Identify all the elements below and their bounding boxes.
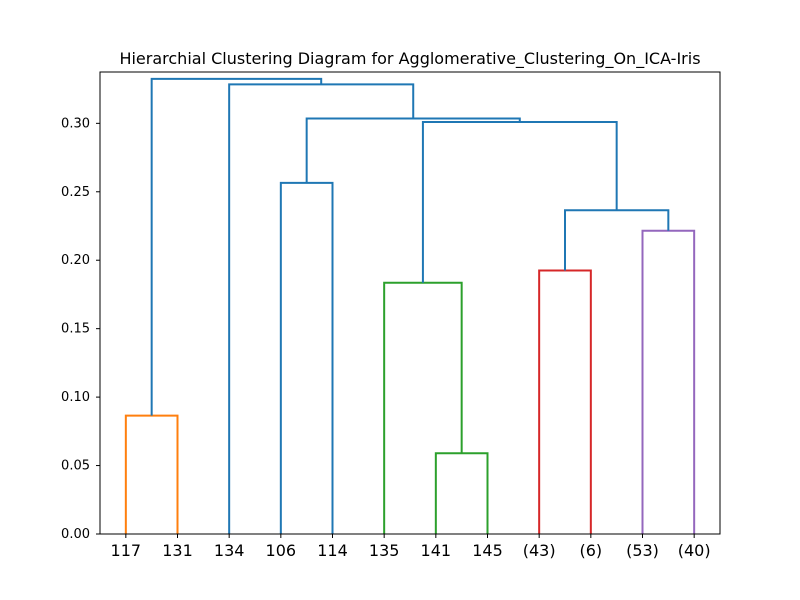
y-tick-label-6: 0.30 xyxy=(61,116,90,131)
y-tick-label-3: 0.15 xyxy=(61,322,90,337)
y-tick-label-1: 0.05 xyxy=(61,459,90,474)
leaf-label-7: 145 xyxy=(472,541,503,560)
dendrogram-link-3 xyxy=(383,281,463,534)
x-axis: 117 131 134 106 114 135 141 145 (43) (6) (53) (40) xyxy=(111,534,711,560)
dendrogram-link-6 xyxy=(279,181,334,534)
dendrogram-link-10 xyxy=(228,83,415,534)
leaf-label-4: 114 xyxy=(317,541,348,560)
leaf-label-2: 134 xyxy=(214,541,245,560)
y-tick-label-2: 0.10 xyxy=(61,390,90,405)
chart-title: Hierarchial Clustering Diagram for Agglo… xyxy=(119,49,700,69)
leaf-label-8: (43) xyxy=(523,541,556,560)
dendrogram-link-7 xyxy=(564,209,670,271)
dendrogram-link-11 xyxy=(150,77,323,416)
leaf-label-10: (53) xyxy=(626,541,659,560)
leaf-label-0: 117 xyxy=(111,541,142,560)
leaf-label-6: 141 xyxy=(421,541,452,560)
plot-frame xyxy=(99,71,721,535)
dendrogram-link-8 xyxy=(421,120,618,283)
dendrogram-link-1 xyxy=(124,414,179,534)
leaf-label-9: (6) xyxy=(579,541,602,560)
leaf-label-3: 106 xyxy=(266,541,297,560)
dendrogram-link-9 xyxy=(305,117,521,183)
leaf-label-5: 135 xyxy=(369,541,400,560)
y-axis: 0.00 0.05 0.10 0.15 0.20 0.25 0.30 xyxy=(61,116,100,542)
dendrogram-link-2 xyxy=(434,452,489,534)
dendrogram-link-5 xyxy=(641,229,696,534)
leaf-label-1: 131 xyxy=(162,541,193,560)
dendrogram-branches xyxy=(124,77,696,534)
y-tick-label-0: 0.00 xyxy=(61,527,90,542)
leaf-label-11: (40) xyxy=(678,541,711,560)
y-tick-label-4: 0.20 xyxy=(61,253,90,268)
y-tick-label-5: 0.25 xyxy=(61,185,90,200)
dendrogram-link-4 xyxy=(538,269,592,534)
